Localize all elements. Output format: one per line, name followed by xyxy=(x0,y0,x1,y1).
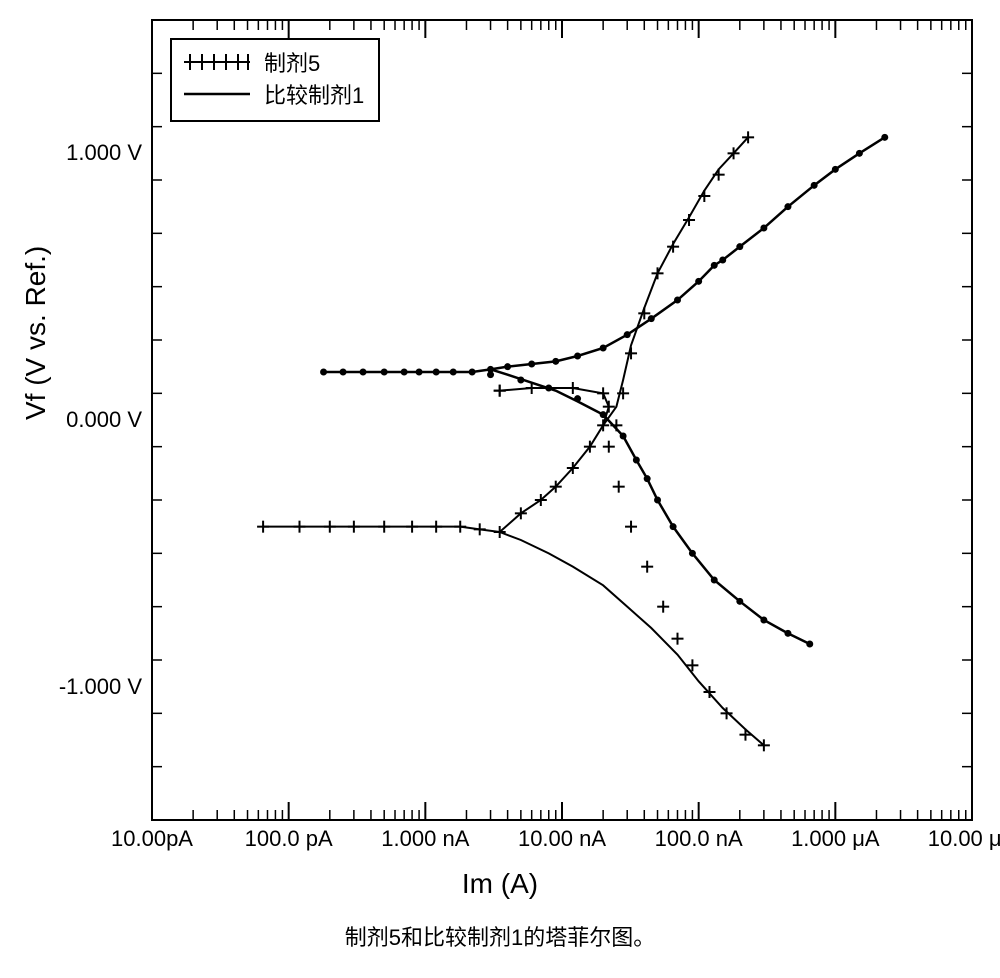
x-tick-label: 100.0 pA xyxy=(245,826,333,852)
series-制剂5 xyxy=(257,131,770,751)
legend: 制剂5 比较制剂1 xyxy=(170,38,380,122)
y-axis-title: Vf (V vs. Ref.) xyxy=(20,246,52,420)
legend-label-0: 制剂5 xyxy=(264,46,320,78)
legend-sample-1 xyxy=(182,82,252,106)
y-tick-label: 1.000 V xyxy=(66,140,142,166)
tafel-plot-figure: 制剂5 比较制剂1 Vf (V vs. Ref.) Im (A) 制剂5和比较制… xyxy=(0,0,1000,978)
x-tick-label: 10.00 nA xyxy=(518,826,606,852)
x-axis-title: Im (A) xyxy=(462,868,538,900)
caption-text: 制剂5和比较制剂1的塔菲尔图。 xyxy=(345,925,655,950)
legend-item-1: 比较制剂1 xyxy=(182,78,364,110)
figure-caption: 制剂5和比较制剂1的塔菲尔图。 xyxy=(0,920,1000,952)
legend-label-1: 比较制剂1 xyxy=(264,78,364,110)
x-tick-label: 1.000 nA xyxy=(381,826,469,852)
x-axis-label-text: Im (A) xyxy=(462,868,538,899)
y-tick-label: -1.000 V xyxy=(59,674,142,700)
y-axis-label-text: Vf (V vs. Ref.) xyxy=(20,246,51,420)
legend-item-0: 制剂5 xyxy=(182,46,364,78)
legend-sample-0 xyxy=(182,50,252,74)
plot-svg xyxy=(152,20,972,820)
x-tick-label: 1.000 μA xyxy=(791,826,880,852)
y-tick-label: 0.000 V xyxy=(66,407,142,433)
plot-area xyxy=(152,20,972,820)
series-比较制剂1 xyxy=(320,134,888,648)
x-tick-label: 100.0 nA xyxy=(655,826,743,852)
x-tick-label: 10.00pA xyxy=(111,826,193,852)
x-tick-label: 10.00 μA xyxy=(928,826,1000,852)
